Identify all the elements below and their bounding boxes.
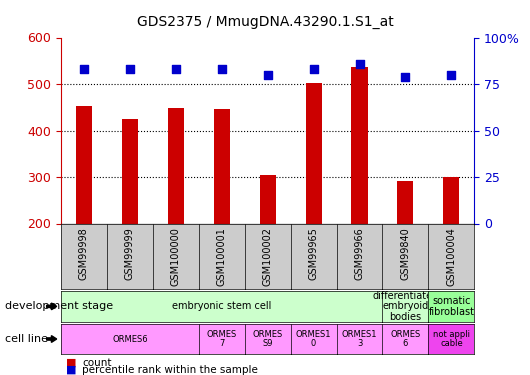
Bar (260, 175, 276, 316)
Bar (76, 106, 92, 316)
Text: GSM100004: GSM100004 (446, 227, 456, 286)
Bar (351, 67, 368, 316)
Text: count: count (82, 358, 112, 368)
Point (263, 72, 272, 78)
Text: GSM99965: GSM99965 (308, 227, 319, 280)
Text: GDS2375 / MmugDNA.43290.1.S1_at: GDS2375 / MmugDNA.43290.1.S1_at (137, 15, 393, 29)
Text: differentiated
embryoid
bodies: differentiated embryoid bodies (373, 291, 439, 322)
Text: ORMES
S9: ORMES S9 (252, 330, 283, 348)
Text: ■: ■ (66, 358, 77, 368)
Text: development stage: development stage (5, 302, 113, 311)
Text: GSM100001: GSM100001 (217, 227, 227, 286)
Text: GSM100000: GSM100000 (171, 227, 181, 286)
Bar (398, 181, 413, 316)
Point (447, 72, 456, 78)
Bar (444, 177, 460, 316)
Text: ORMES1
3: ORMES1 3 (342, 330, 377, 348)
Bar (214, 109, 230, 316)
Point (401, 74, 410, 80)
Text: percentile rank within the sample: percentile rank within the sample (82, 365, 258, 375)
Point (172, 66, 180, 72)
Text: ORMES
7: ORMES 7 (207, 330, 237, 348)
Text: GSM99840: GSM99840 (401, 227, 410, 279)
Text: GSM100002: GSM100002 (263, 227, 272, 286)
Text: GSM99966: GSM99966 (355, 227, 365, 279)
Text: somatic
fibroblast: somatic fibroblast (428, 296, 474, 317)
Bar (305, 83, 322, 316)
Text: ORMES
6: ORMES 6 (390, 330, 421, 348)
Text: embryonic stem cell: embryonic stem cell (172, 302, 271, 311)
Bar (122, 119, 138, 316)
Text: ORMES1
0: ORMES1 0 (296, 330, 331, 348)
Text: GSM99999: GSM99999 (125, 227, 135, 279)
Point (126, 66, 134, 72)
Text: ORMES6: ORMES6 (112, 334, 148, 344)
Point (355, 60, 364, 66)
Text: GSM99998: GSM99998 (79, 227, 89, 279)
Text: ■: ■ (66, 365, 77, 375)
Bar (167, 108, 184, 316)
Point (80, 66, 88, 72)
Point (310, 66, 318, 72)
Point (217, 66, 226, 72)
Text: cell line: cell line (5, 334, 48, 344)
Text: not appli
cable: not appli cable (433, 330, 470, 348)
